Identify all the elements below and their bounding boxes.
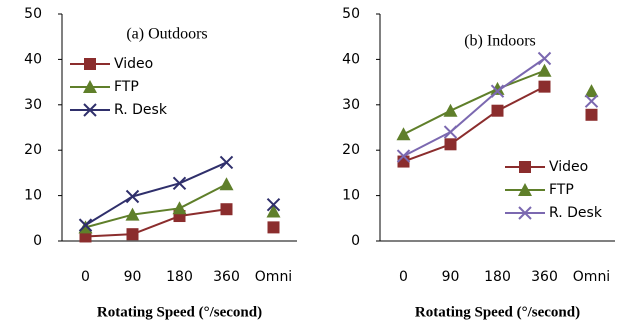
- point: [490, 84, 505, 98]
- x-tick-label: Omni: [255, 269, 292, 285]
- y-tick-label: 20: [24, 142, 42, 158]
- point: [126, 228, 139, 241]
- y-tick-label: 30: [342, 97, 360, 113]
- legend-marker: [518, 183, 532, 196]
- y-tick-label: 40: [24, 51, 42, 67]
- point: [267, 221, 280, 234]
- point: [443, 125, 458, 139]
- point: [78, 218, 93, 232]
- y-tick-label: 20: [342, 142, 360, 158]
- y-tick-label: 50: [24, 6, 42, 22]
- legend-marker: [83, 80, 97, 93]
- point: [172, 176, 187, 191]
- point: [396, 127, 411, 141]
- legend-label: Video: [114, 56, 153, 72]
- annotation: (b) Indoors: [464, 33, 536, 50]
- x-tick-label: 180: [166, 269, 193, 285]
- point: [396, 149, 411, 163]
- legend-label: Video: [549, 159, 588, 175]
- point: [266, 197, 281, 212]
- line-segment: [179, 208, 227, 218]
- y-tick-label: 10: [24, 188, 42, 204]
- point: [172, 201, 187, 215]
- line-segment: [403, 109, 451, 136]
- point: [584, 94, 599, 108]
- point: [490, 81, 505, 95]
- y-tick-label: 0: [33, 233, 42, 249]
- line-segment: [85, 233, 133, 238]
- line-segment: [449, 90, 499, 133]
- x-tick-label: Omni: [573, 269, 610, 285]
- point: [125, 189, 140, 204]
- line-segment: [85, 213, 133, 229]
- x-axis-label: Rotating Speed (°/second): [415, 304, 580, 320]
- line-segment: [179, 161, 227, 185]
- y-tick-label: 50: [342, 6, 360, 22]
- x-tick-label: 90: [124, 269, 142, 285]
- point: [585, 108, 598, 121]
- legend-marker: [518, 206, 532, 220]
- legend-label: FTP: [549, 182, 574, 198]
- point: [79, 230, 92, 243]
- legend-marker: [519, 161, 531, 173]
- point: [538, 80, 551, 93]
- line-segment: [497, 85, 545, 112]
- point: [537, 51, 552, 66]
- point: [219, 177, 234, 191]
- legend-label: R. Desk: [549, 205, 603, 221]
- line-segment: [132, 215, 180, 236]
- y-tick-label: 10: [342, 188, 360, 204]
- point: [443, 103, 458, 117]
- x-tick-label: 0: [81, 269, 90, 285]
- x-tick-label: 180: [484, 269, 511, 285]
- line-segment: [449, 109, 499, 146]
- legend-marker: [84, 58, 96, 70]
- x-tick-label: 360: [531, 269, 558, 285]
- x-axis-label: Rotating Speed (°/second): [97, 304, 262, 320]
- line-segment: [403, 131, 451, 157]
- line-segment: [132, 207, 180, 216]
- point: [491, 104, 504, 117]
- point: [78, 220, 93, 234]
- point: [220, 203, 233, 216]
- line-segment: [179, 183, 227, 210]
- annotation: (a) Outdoors: [126, 26, 207, 43]
- point: [537, 63, 552, 77]
- y-tick-label: 30: [24, 97, 42, 113]
- x-tick-label: 90: [442, 269, 460, 285]
- line-segment: [450, 88, 498, 112]
- y-tick-label: 0: [351, 233, 360, 249]
- point: [219, 155, 234, 170]
- line-segment: [84, 195, 134, 226]
- line-segment: [496, 57, 546, 93]
- x-tick-label: 0: [399, 269, 408, 285]
- point: [266, 204, 281, 218]
- point: [444, 138, 457, 151]
- point: [584, 84, 599, 98]
- legend-marker: [83, 103, 97, 117]
- x-tick-label: 360: [213, 269, 240, 285]
- y-tick-label: 40: [342, 51, 360, 67]
- legend-label: FTP: [114, 79, 139, 95]
- line-segment: [403, 143, 451, 163]
- line-segment: [132, 182, 180, 198]
- point: [125, 207, 140, 221]
- legend-label: R. Desk: [114, 102, 168, 118]
